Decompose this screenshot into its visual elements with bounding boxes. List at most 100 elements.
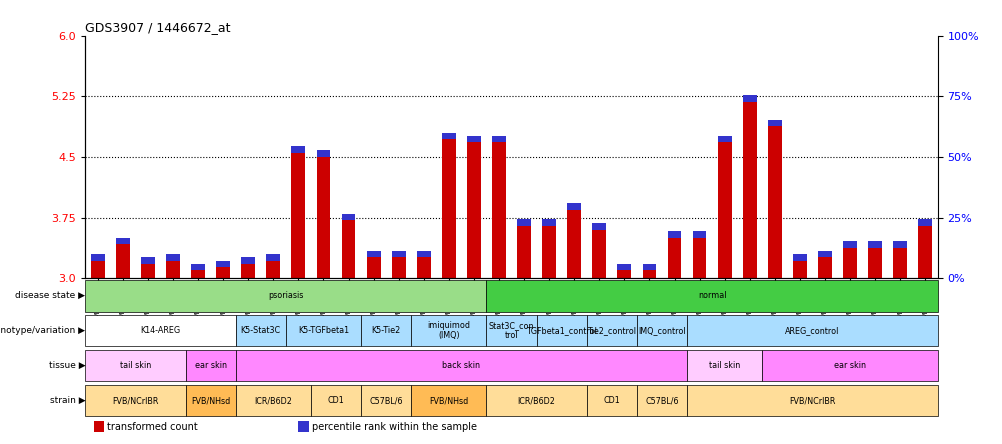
Bar <box>567 210 580 278</box>
Text: CD1: CD1 <box>603 396 619 405</box>
Bar <box>292 147 305 153</box>
Bar <box>762 350 937 381</box>
Bar <box>85 280 486 312</box>
Bar <box>893 241 906 248</box>
Bar <box>486 385 586 416</box>
Bar <box>342 214 355 220</box>
Text: FVB/NHsd: FVB/NHsd <box>190 396 230 405</box>
Bar <box>116 244 129 278</box>
Bar <box>392 251 405 258</box>
Bar <box>868 248 881 278</box>
Bar <box>818 251 831 258</box>
Bar <box>868 241 881 248</box>
Bar <box>586 385 636 416</box>
Bar <box>617 270 630 278</box>
Bar <box>286 315 361 346</box>
Text: tissue ▶: tissue ▶ <box>48 361 85 370</box>
Bar <box>793 254 806 261</box>
Bar <box>141 258 154 264</box>
Bar <box>918 226 931 278</box>
Bar <box>742 102 756 278</box>
Text: tail skin: tail skin <box>119 361 151 370</box>
Text: normal: normal <box>697 291 725 300</box>
Bar <box>417 251 430 258</box>
Bar <box>85 385 185 416</box>
Bar <box>342 220 355 278</box>
Bar <box>686 315 937 346</box>
Bar <box>636 315 686 346</box>
Bar <box>411 315 486 346</box>
Text: transformed count: transformed count <box>107 422 198 432</box>
Bar <box>617 264 630 270</box>
Text: K14-AREG: K14-AREG <box>140 326 180 335</box>
Bar <box>442 133 455 139</box>
Bar <box>185 385 235 416</box>
Bar <box>686 350 762 381</box>
Text: back skin: back skin <box>442 361 480 370</box>
Text: ear skin: ear skin <box>194 361 226 370</box>
Bar <box>592 230 605 278</box>
Text: disease state ▶: disease state ▶ <box>15 291 85 300</box>
Bar <box>216 261 229 267</box>
Bar <box>91 261 104 278</box>
Bar <box>586 315 636 346</box>
Text: ICR/B6D2: ICR/B6D2 <box>517 396 555 405</box>
Bar <box>267 261 280 278</box>
Bar <box>642 264 655 270</box>
Bar <box>843 248 856 278</box>
Bar <box>686 385 937 416</box>
Bar <box>918 219 931 226</box>
Bar <box>542 226 555 278</box>
Bar <box>793 261 806 278</box>
Bar <box>492 136 505 143</box>
Bar <box>843 241 856 248</box>
Text: IMQ_control: IMQ_control <box>637 326 685 335</box>
Bar <box>486 315 536 346</box>
Bar <box>567 203 580 210</box>
Text: GDS3907 / 1446672_at: GDS3907 / 1446672_at <box>85 21 230 34</box>
Text: C57BL/6: C57BL/6 <box>644 396 678 405</box>
Bar <box>241 258 255 264</box>
Bar <box>367 251 380 258</box>
Text: percentile rank within the sample: percentile rank within the sample <box>312 422 477 432</box>
Text: ear skin: ear skin <box>834 361 865 370</box>
Bar <box>642 270 655 278</box>
Bar <box>636 385 686 416</box>
Bar <box>317 151 330 157</box>
Bar <box>317 157 330 278</box>
Bar <box>91 254 104 261</box>
Bar <box>292 153 305 278</box>
Text: TGFbeta1_control: TGFbeta1_control <box>526 326 596 335</box>
Bar <box>185 350 235 381</box>
Text: Tie2_control: Tie2_control <box>587 326 635 335</box>
Bar <box>442 139 455 278</box>
Bar <box>742 95 756 102</box>
Text: tail skin: tail skin <box>708 361 739 370</box>
Bar <box>768 120 781 126</box>
Bar <box>667 238 680 278</box>
Text: strain ▶: strain ▶ <box>49 396 85 405</box>
Bar <box>536 315 586 346</box>
Bar <box>267 254 280 261</box>
Bar <box>85 315 235 346</box>
Bar <box>141 264 154 278</box>
Bar <box>893 248 906 278</box>
Bar <box>717 143 730 278</box>
Bar <box>517 219 530 226</box>
Bar <box>361 385 411 416</box>
Text: FVB/NCrIBR: FVB/NCrIBR <box>789 396 835 405</box>
Bar <box>467 136 480 143</box>
Bar <box>241 264 255 278</box>
Bar <box>492 143 505 278</box>
Bar <box>467 143 480 278</box>
Bar <box>191 264 204 270</box>
Bar <box>166 261 179 278</box>
Text: ICR/B6D2: ICR/B6D2 <box>255 396 292 405</box>
Text: C57BL/6: C57BL/6 <box>369 396 403 405</box>
Text: imiquimod
(IMQ): imiquimod (IMQ) <box>427 321 470 341</box>
Bar <box>486 280 937 312</box>
Bar <box>235 315 286 346</box>
Bar <box>411 385 486 416</box>
Text: FVB/NCrIBR: FVB/NCrIBR <box>112 396 158 405</box>
Bar <box>299 421 309 432</box>
